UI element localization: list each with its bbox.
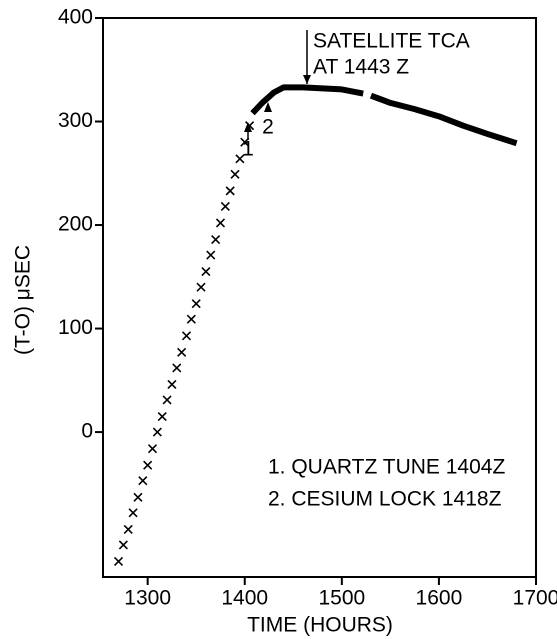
cross-marker <box>118 540 128 550</box>
cross-marker <box>211 234 221 245</box>
cross-marker <box>201 267 211 277</box>
cross-marker <box>196 282 206 292</box>
arrow-head <box>303 75 311 84</box>
x-axis-label: TIME (HOURS) <box>247 614 393 637</box>
cross-marker <box>128 508 138 518</box>
arrow-head <box>244 122 252 132</box>
plot-frame <box>102 17 537 578</box>
cross-marker <box>177 347 187 357</box>
x-tick-label: 1400 <box>221 587 268 610</box>
annotation: 1. QUARTZ TUNE 1404Z <box>268 456 505 479</box>
cross-marker <box>113 556 124 567</box>
cross-marker <box>162 395 172 405</box>
cross-marker <box>133 492 143 502</box>
cross-marker <box>215 218 226 228</box>
cross-marker <box>235 154 245 164</box>
cross-marker <box>230 169 240 179</box>
cross-marker <box>152 427 162 437</box>
x-tick-label: 1600 <box>416 587 463 610</box>
cross-marker <box>206 250 216 260</box>
y-tick-label: 200 <box>58 213 93 236</box>
annotation: SATELLITE TCA <box>313 30 470 53</box>
x-tick-label: 1500 <box>318 587 365 610</box>
x-tick-label: 1700 <box>513 587 557 610</box>
cross-marker <box>186 314 196 324</box>
annotation: 2. CESIUM LOCK 1418Z <box>268 488 502 511</box>
y-axis-label: (T-O) μSEC <box>12 245 35 355</box>
annotation: AT 1443 Z <box>313 56 409 79</box>
line-series <box>250 84 518 147</box>
arrow-head <box>264 102 272 112</box>
cross-marker <box>157 411 167 422</box>
annotation: 2 <box>262 116 274 139</box>
cross-marker <box>123 524 133 534</box>
y-tick-label: 100 <box>58 316 93 339</box>
cross-marker <box>143 460 153 470</box>
y-tick-label: 0 <box>81 420 93 443</box>
cross-marker <box>191 299 201 309</box>
cross-marker <box>225 186 235 196</box>
cross-marker <box>172 363 182 373</box>
annotation: 1 <box>242 138 254 161</box>
x-tick-label: 1300 <box>124 587 171 610</box>
cross-marker <box>167 379 177 390</box>
cross-marker <box>181 331 192 341</box>
y-tick-label: 400 <box>58 6 93 29</box>
cross-marker <box>138 476 148 486</box>
y-tick-label: 300 <box>58 109 93 132</box>
cross-marker <box>147 444 158 454</box>
cross-marker <box>220 201 230 211</box>
